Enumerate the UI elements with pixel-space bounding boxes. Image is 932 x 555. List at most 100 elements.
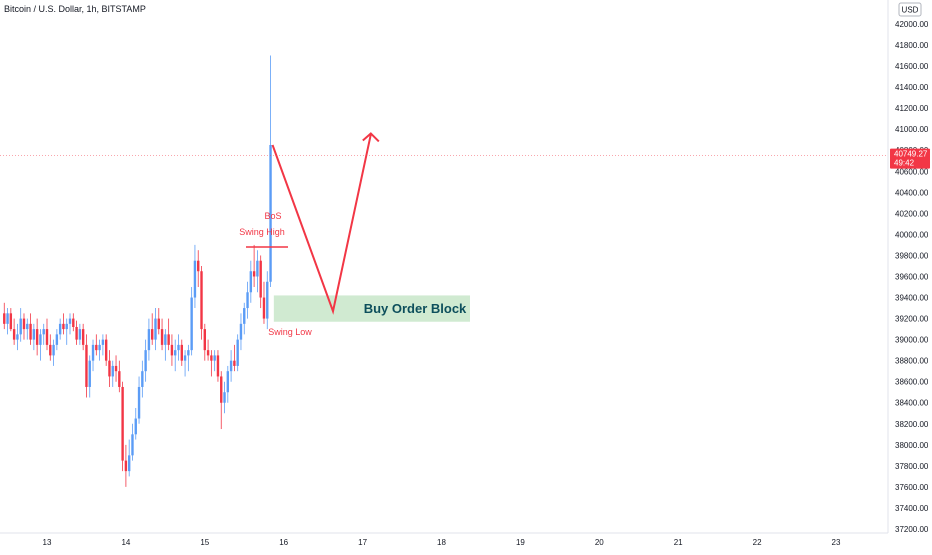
candle[interactable]: [246, 281, 249, 319]
candle[interactable]: [144, 339, 147, 382]
candle[interactable]: [111, 360, 114, 387]
candle[interactable]: [35, 318, 39, 356]
candle[interactable]: [167, 318, 170, 351]
candle[interactable]: [108, 350, 111, 387]
candle[interactable]: [22, 313, 26, 340]
time-tick-label: 20: [595, 538, 604, 547]
candle[interactable]: [114, 355, 118, 382]
candle[interactable]: [49, 334, 52, 361]
candle[interactable]: [65, 318, 68, 345]
candle[interactable]: [229, 350, 233, 382]
candle[interactable]: [197, 250, 200, 288]
candle[interactable]: [174, 339, 177, 372]
candle[interactable]: [98, 339, 101, 361]
candle[interactable]: [170, 334, 174, 366]
candle[interactable]: [68, 313, 72, 335]
candle[interactable]: [200, 265, 203, 340]
candle[interactable]: [62, 313, 65, 335]
buy-order-block-zone[interactable]: [273, 295, 470, 322]
price-tick-label: 40600.00: [895, 167, 929, 176]
candle[interactable]: [183, 350, 187, 377]
candle[interactable]: [131, 423, 134, 461]
candle[interactable]: [9, 308, 13, 332]
candle-body: [269, 144, 272, 282]
candle[interactable]: [164, 329, 167, 361]
candle[interactable]: [104, 334, 108, 366]
candle[interactable]: [72, 313, 75, 332]
candle[interactable]: [26, 318, 29, 340]
candle[interactable]: [259, 255, 262, 309]
candle[interactable]: [55, 329, 59, 351]
candle[interactable]: [226, 365, 230, 403]
candle-body: [246, 292, 249, 309]
candle[interactable]: [239, 313, 243, 351]
candle[interactable]: [180, 339, 183, 366]
candle[interactable]: [249, 260, 253, 303]
candle[interactable]: [157, 308, 160, 335]
candle[interactable]: [262, 281, 266, 324]
candle-body: [85, 344, 88, 387]
candle[interactable]: [206, 339, 210, 361]
candle[interactable]: [81, 323, 85, 351]
candle[interactable]: [269, 55, 272, 288]
candle[interactable]: [243, 302, 246, 335]
candle[interactable]: [52, 339, 55, 366]
price-tick-label: 41400.00: [895, 83, 929, 92]
candle[interactable]: [134, 408, 137, 440]
candle[interactable]: [213, 350, 216, 372]
candle[interactable]: [154, 308, 157, 351]
candle[interactable]: [16, 323, 19, 351]
candle[interactable]: [118, 360, 121, 393]
candle[interactable]: [95, 334, 98, 356]
candle[interactable]: [233, 344, 236, 372]
candle[interactable]: [124, 444, 128, 487]
currency-box[interactable]: [898, 2, 922, 17]
candle[interactable]: [91, 339, 95, 372]
candle-body: [229, 360, 233, 372]
candle[interactable]: [216, 350, 220, 382]
candle-body: [55, 334, 59, 345]
candle[interactable]: [6, 308, 9, 335]
candle[interactable]: [88, 355, 91, 398]
candle[interactable]: [3, 302, 6, 330]
candle-body: [32, 329, 36, 340]
candle[interactable]: [177, 334, 180, 361]
candle[interactable]: [85, 334, 88, 398]
candle[interactable]: [137, 376, 141, 424]
candle[interactable]: [19, 308, 22, 342]
candle[interactable]: [160, 318, 164, 351]
candle[interactable]: [220, 371, 223, 430]
candle[interactable]: [187, 344, 190, 372]
candle[interactable]: [151, 313, 154, 345]
candle[interactable]: [121, 381, 124, 472]
candle[interactable]: [266, 271, 269, 330]
time-axis[interactable]: 13 14 15 16 17 18 19 20 21 22 23: [0, 532, 888, 547]
candle[interactable]: [236, 334, 239, 372]
candle[interactable]: [190, 287, 193, 356]
candle[interactable]: [223, 381, 226, 414]
candle-body: [114, 365, 118, 372]
candle[interactable]: [203, 323, 206, 361]
candle[interactable]: [75, 320, 78, 345]
candle-body: [45, 329, 49, 345]
candle[interactable]: [127, 439, 131, 477]
candle[interactable]: [12, 318, 16, 345]
candle[interactable]: [45, 318, 49, 351]
candle[interactable]: [32, 323, 36, 351]
candle[interactable]: [193, 244, 197, 309]
candle[interactable]: [29, 313, 32, 345]
candle[interactable]: [210, 350, 213, 377]
candle[interactable]: [58, 318, 62, 340]
candle[interactable]: [39, 329, 42, 361]
price-axis[interactable]: USD 37200.00 37400.00 37600.00 37800.00 3800…: [887, 0, 929, 534]
candle[interactable]: [141, 360, 144, 398]
candle[interactable]: [147, 318, 151, 361]
candle[interactable]: [256, 250, 259, 293]
candle[interactable]: [101, 334, 105, 356]
projection-arrow-path[interactable]: [271, 134, 372, 315]
candle[interactable]: [252, 244, 256, 288]
candle[interactable]: [42, 323, 45, 345]
candle-body: [19, 318, 22, 335]
candle[interactable]: [78, 323, 82, 345]
